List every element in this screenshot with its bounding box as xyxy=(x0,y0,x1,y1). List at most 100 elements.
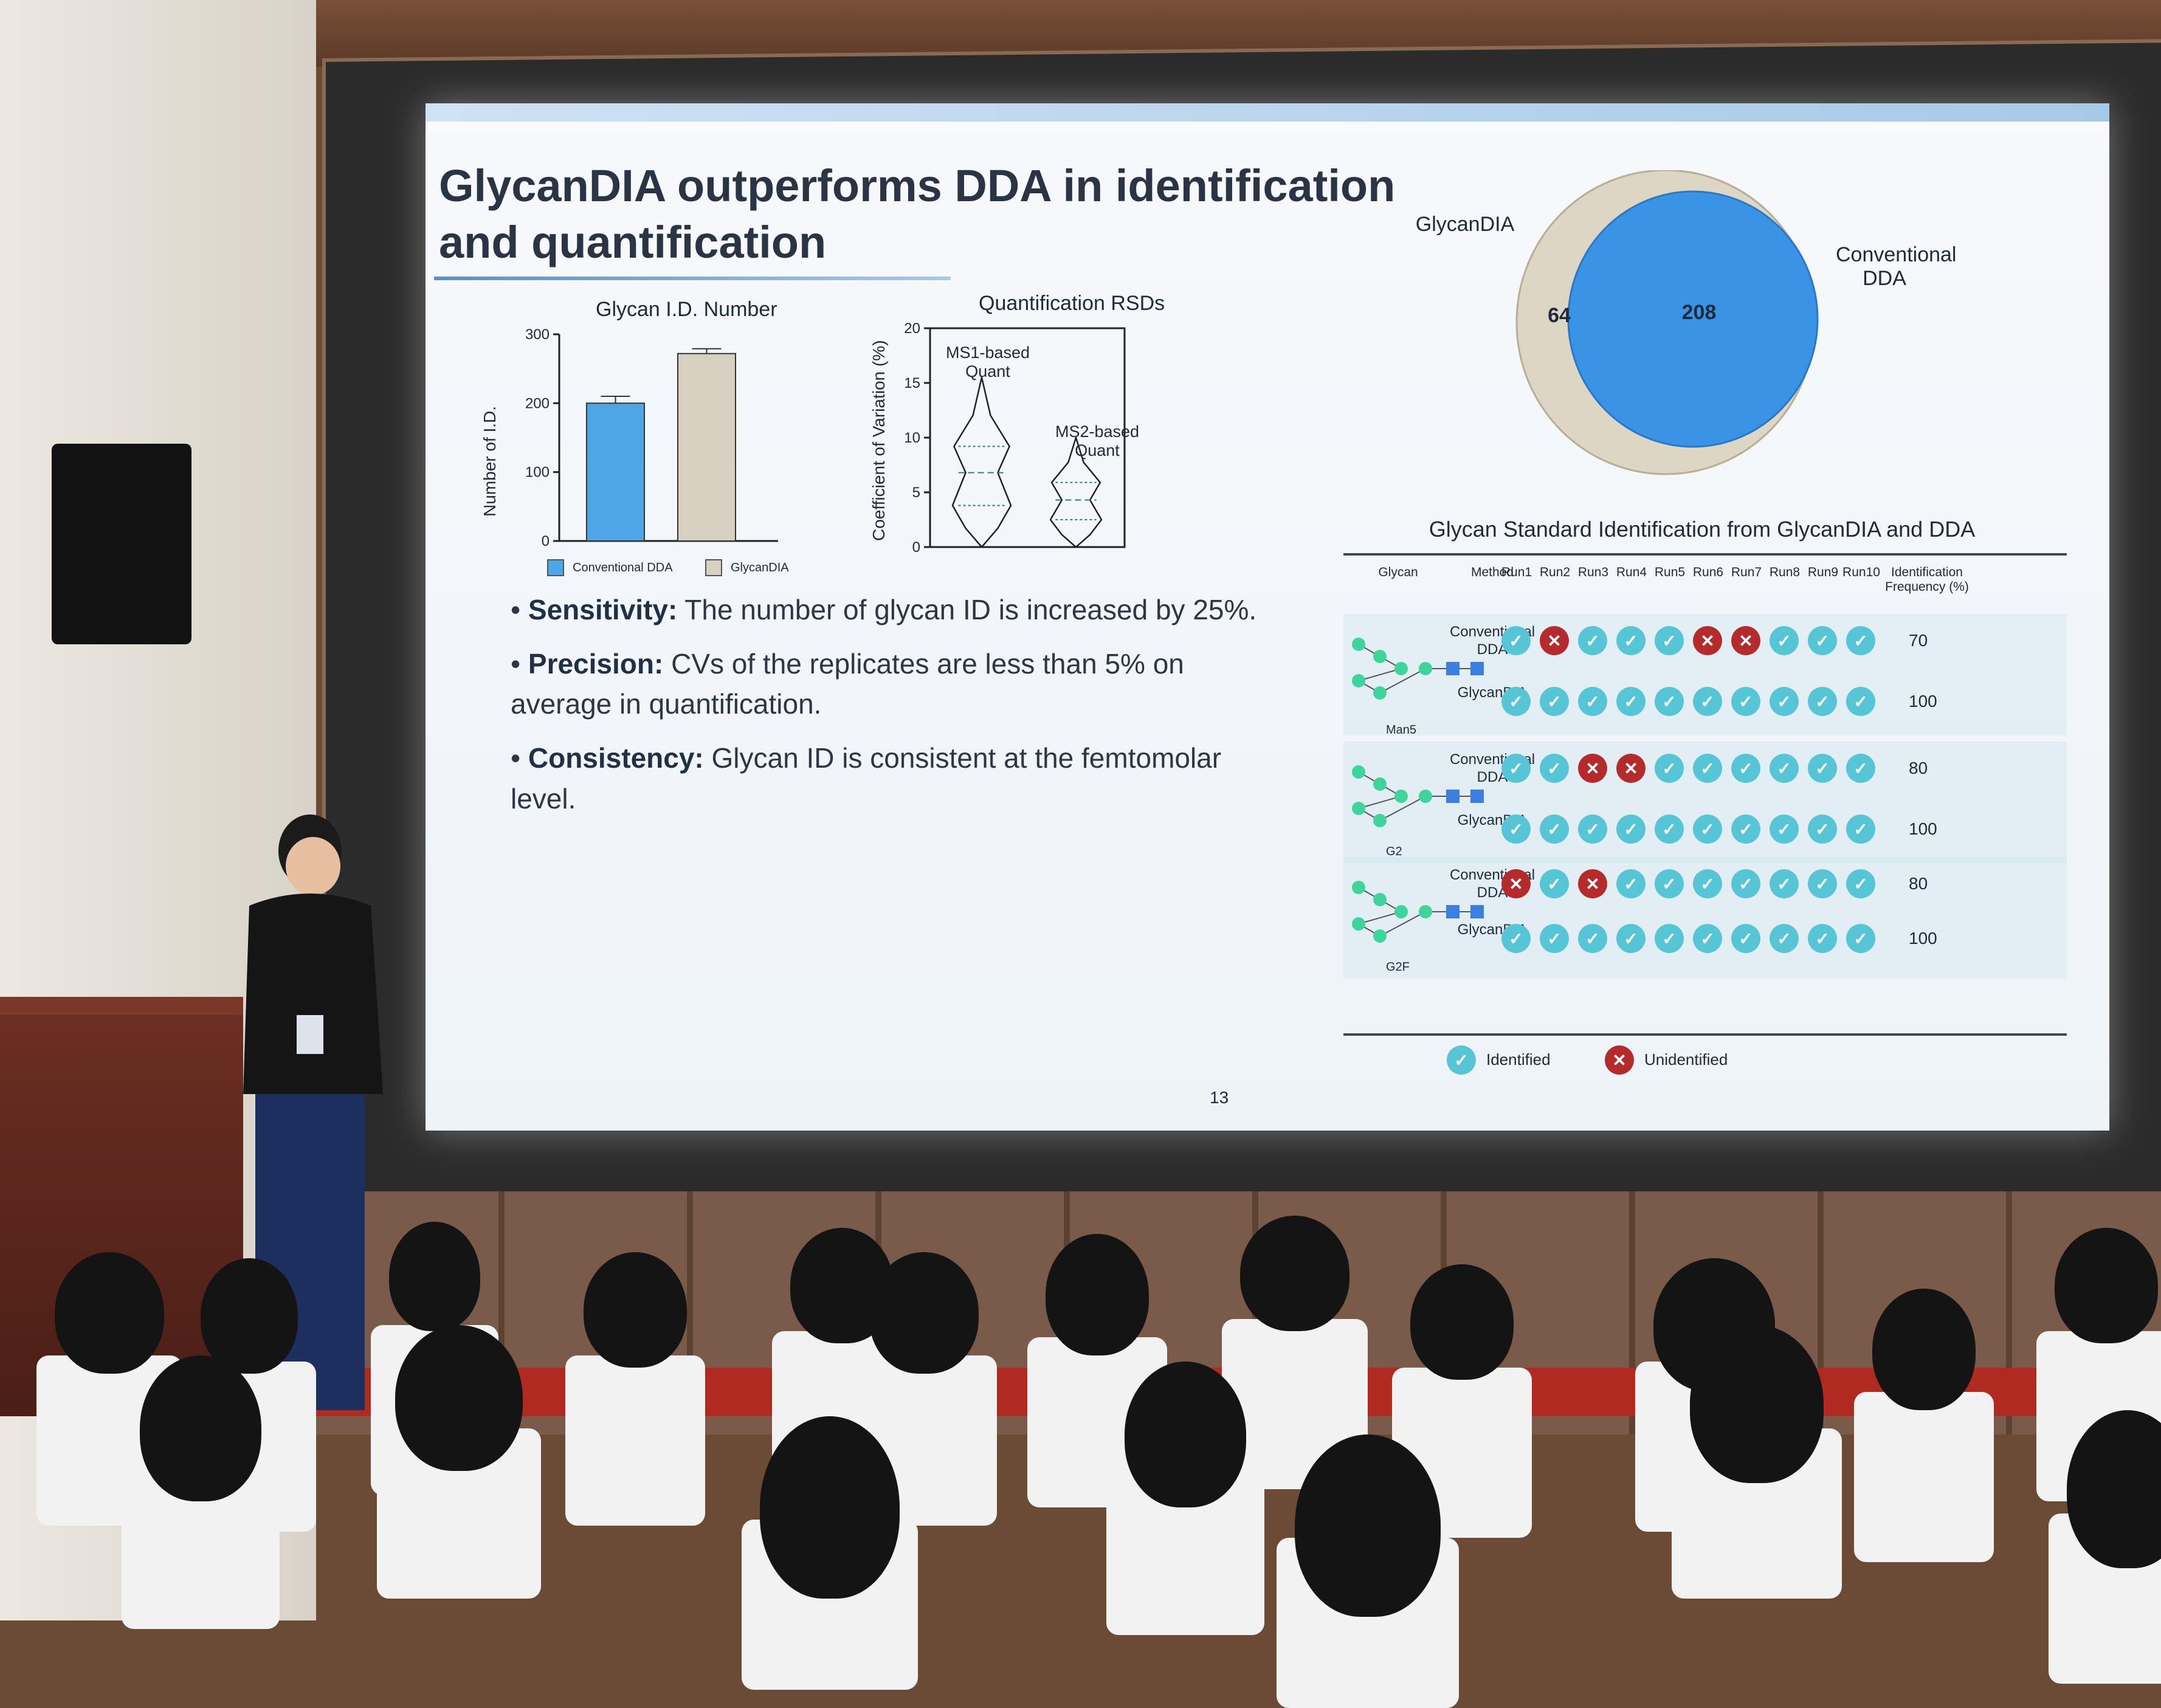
audience-head xyxy=(389,1222,480,1331)
audience-head xyxy=(2067,1410,2161,1568)
violin-y-tick-label: 15 xyxy=(904,375,920,391)
identified-icon: ✓ xyxy=(1540,814,1569,844)
identified-icon: ✓ xyxy=(1846,814,1875,844)
glycan-mannose-node xyxy=(1373,777,1387,791)
identified-icon: ✓ xyxy=(1770,869,1799,898)
venn-count-overlap: 208 xyxy=(1681,301,1717,324)
identified-icon: ✓ xyxy=(1731,687,1760,716)
glycan-mannose-node xyxy=(1419,790,1432,803)
glycan-glcnac-node xyxy=(1470,905,1484,918)
bar-y-tick-label: 0 xyxy=(542,533,550,549)
audience-head xyxy=(1410,1264,1514,1380)
identified-icon: ✓ xyxy=(1770,626,1799,655)
identified-icon: ✓ xyxy=(1540,924,1569,953)
violin-y-tick-label: 10 xyxy=(904,430,920,446)
identified-icon: ✓ xyxy=(1846,869,1875,898)
unidentified-icon: ✕ xyxy=(1578,869,1607,898)
venn-label-dda: Conventional DDA xyxy=(1836,243,1957,290)
glycan-bond xyxy=(1358,911,1402,925)
presenter-shirt xyxy=(243,894,383,1094)
violin-y-tick-label: 0 xyxy=(912,539,920,556)
unidentified-icon: ✕ xyxy=(1693,626,1722,655)
audience-head xyxy=(1690,1325,1824,1483)
header-glycan: Glycan xyxy=(1378,565,1418,579)
bar-y-tick-label: 100 xyxy=(525,464,550,481)
bullet-precision-text: CVs of the replicates are less than 5% o… xyxy=(511,647,1184,720)
glycan-mannose-node xyxy=(1352,765,1365,779)
identified-icon: ✓ xyxy=(1731,869,1760,898)
bullet-sensitivity-term: Sensitivity: xyxy=(528,594,678,625)
identified-icon: ✓ xyxy=(1693,687,1722,716)
glycan-mannose-node xyxy=(1352,638,1365,651)
legend-unidentified-label: Unidentified xyxy=(1644,1050,1728,1069)
slide-title: GlycanDIA outperforms DDA in identificat… xyxy=(439,160,1396,267)
bar-dda xyxy=(586,402,645,542)
legend-dia: GlycanDIA xyxy=(705,559,789,576)
identified-icon: ✓ xyxy=(1693,814,1722,844)
glycan-bond xyxy=(1379,668,1426,694)
table-row-frequency: 100 xyxy=(1909,929,1937,948)
audience-head xyxy=(1872,1289,1976,1410)
glycan-structure-icon xyxy=(1352,881,1484,943)
slide-number: 13 xyxy=(1210,1088,1229,1107)
identified-icon: ✓ xyxy=(1808,924,1837,953)
bullet-list: • Sensitivity: The number of glycan ID i… xyxy=(511,590,1264,832)
header-run: Run8 xyxy=(1769,565,1801,579)
identified-icon: ✓ xyxy=(1808,754,1837,783)
identified-icon: ✓ xyxy=(1655,869,1684,898)
glycan-mannose-node xyxy=(1394,662,1408,675)
bar-y-tick-label: 200 xyxy=(525,395,550,412)
identified-icon: ✓ xyxy=(1846,924,1875,953)
unidentified-icon: ✕ xyxy=(1731,626,1760,655)
glycan-mannose-node xyxy=(1373,650,1387,663)
identified-icon: ✓ xyxy=(1808,687,1837,716)
table-title: Glycan Standard Identification from Glyc… xyxy=(1429,517,1976,542)
identified-icon: ✓ xyxy=(1693,924,1722,953)
identified-icon: ✓ xyxy=(1808,869,1837,898)
glycan-mannose-node xyxy=(1373,686,1387,700)
identified-icon: ✓ xyxy=(1770,814,1799,844)
venn-shapes xyxy=(1515,170,1819,475)
glycan-structure-icon xyxy=(1352,638,1484,700)
identified-icon: ✓ xyxy=(1578,626,1607,655)
identified-icon: ✓ xyxy=(1501,924,1531,953)
identified-icon: ✓ xyxy=(1501,754,1531,783)
glycan-bond xyxy=(1358,796,1402,809)
glycan-mannose-node xyxy=(1352,674,1365,687)
presenter-badge xyxy=(297,1015,323,1054)
legend-dda: Conventional DDA xyxy=(547,559,673,576)
glycan-mannose-node xyxy=(1373,893,1387,906)
presenter xyxy=(243,814,383,1410)
identified-icon: ✓ xyxy=(1693,869,1722,898)
header-run: Run2 xyxy=(1539,565,1571,579)
audience-head xyxy=(1295,1434,1441,1617)
table-row-frequency: 70 xyxy=(1909,631,1928,650)
glycan-name: Man5 xyxy=(1386,723,1417,737)
bullet-precision: • Precision: CVs of the replicates are l… xyxy=(511,647,1184,720)
identified-icon: ✓ xyxy=(1540,687,1569,716)
glycan-bond xyxy=(1379,911,1426,937)
header-frequency: Identification Frequency (%) xyxy=(1885,565,1969,594)
unidentified-icon: ✕ xyxy=(1578,754,1607,783)
table-row-frequency: 100 xyxy=(1909,692,1937,711)
glycan-structure-icon xyxy=(1352,765,1484,827)
table-row-frequency: 100 xyxy=(1909,819,1937,838)
glycan-bond xyxy=(1358,668,1402,681)
bullet-consistency-text: Glycan ID is consistent at the femtomola… xyxy=(511,742,1222,814)
glycan-name: G2 xyxy=(1386,845,1402,858)
bar-y-tick-label: 300 xyxy=(525,326,550,343)
table-row-frequency: 80 xyxy=(1909,874,1928,893)
glycan-mannose-node xyxy=(1419,662,1432,675)
header-run: Run5 xyxy=(1654,565,1686,579)
table-top-rule xyxy=(1343,553,2067,556)
audience-head xyxy=(760,1416,900,1599)
identified-icon: ✓ xyxy=(1846,754,1875,783)
unidentified-icon: ✕ xyxy=(1501,869,1531,898)
audience-head xyxy=(140,1355,261,1501)
identified-icon: ✓ xyxy=(1501,626,1531,655)
header-run: Run10 xyxy=(1842,565,1880,579)
legend-label-dia: GlycanDIA xyxy=(731,560,789,574)
bullet-sensitivity: • Sensitivity: The number of glycan ID i… xyxy=(511,594,1257,625)
identified-icon: ✓ xyxy=(1616,687,1646,716)
